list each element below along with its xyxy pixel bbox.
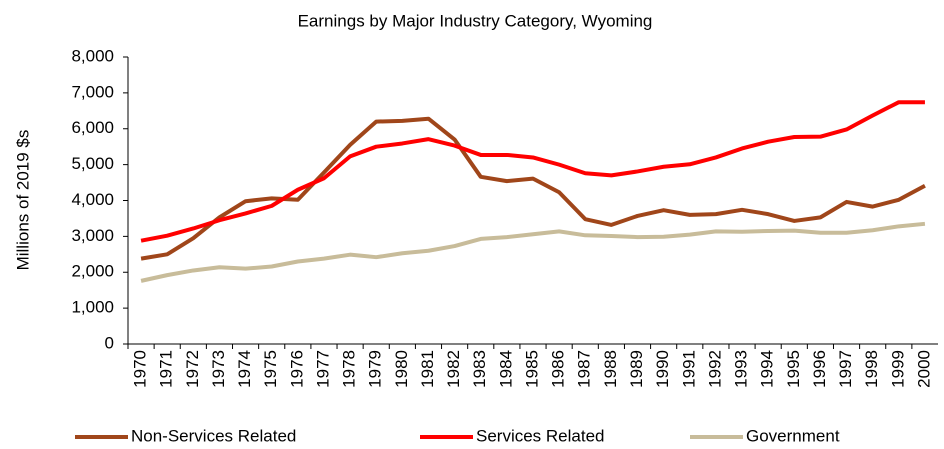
y-tick-label: 8,000 <box>71 46 114 65</box>
x-tick-label: 1997 <box>836 350 855 388</box>
x-tick-label: 1972 <box>183 350 202 388</box>
chart-title: Earnings by Major Industry Category, Wyo… <box>298 11 653 30</box>
x-tick-label: 1971 <box>157 350 176 388</box>
y-tick-label: 1,000 <box>71 298 114 317</box>
x-tick-label: 1981 <box>418 350 437 388</box>
x-tick-label: 1985 <box>522 350 541 388</box>
x-tick-label: 1990 <box>653 350 672 388</box>
x-tick-label: 1994 <box>758 350 777 388</box>
y-axis-label: Millions of 2019 $s <box>13 130 32 271</box>
y-tick-label: 2,000 <box>71 262 114 281</box>
x-tick-label: 1980 <box>392 350 411 388</box>
y-tick-label: 6,000 <box>71 118 114 137</box>
y-tick-label: 4,000 <box>71 190 114 209</box>
x-tick-label: 1977 <box>313 350 332 388</box>
x-tick-label: 1993 <box>732 350 751 388</box>
x-tick-label: 1999 <box>888 350 907 388</box>
x-tick-label: 1996 <box>810 350 829 388</box>
series-line <box>140 116 926 261</box>
legend-label: Services Related <box>476 426 605 445</box>
legend-label: Government <box>746 426 840 445</box>
x-tick-label: 1982 <box>444 350 463 388</box>
x-tick-label: 1995 <box>784 350 803 388</box>
x-tick-label: 1992 <box>705 350 724 388</box>
y-tick-label: 0 <box>105 333 114 352</box>
series-line <box>140 100 925 243</box>
y-tick-label: 3,000 <box>71 226 114 245</box>
x-tick-label: 1978 <box>340 350 359 388</box>
x-tick-label: 1974 <box>235 350 254 388</box>
y-tick-label: 7,000 <box>71 82 114 101</box>
legend-label: Non-Services Related <box>131 426 296 445</box>
x-tick-label: 1973 <box>209 350 228 388</box>
x-tick-label: 1989 <box>627 350 646 388</box>
series-line <box>140 221 926 283</box>
x-tick-label: 1998 <box>862 350 881 388</box>
x-tick-label: 1983 <box>470 350 489 388</box>
x-tick-label: 1987 <box>575 350 594 388</box>
x-tick-label: 2000 <box>914 350 933 388</box>
x-tick-label: 1986 <box>549 350 568 388</box>
y-tick-label: 5,000 <box>71 154 114 173</box>
x-tick-label: 1976 <box>287 350 306 388</box>
x-tick-label: 1988 <box>601 350 620 388</box>
x-tick-label: 1991 <box>679 350 698 388</box>
x-tick-label: 1975 <box>261 350 280 388</box>
x-tick-label: 1984 <box>496 350 515 388</box>
x-tick-label: 1979 <box>366 350 385 388</box>
x-tick-label: 1970 <box>131 350 150 388</box>
